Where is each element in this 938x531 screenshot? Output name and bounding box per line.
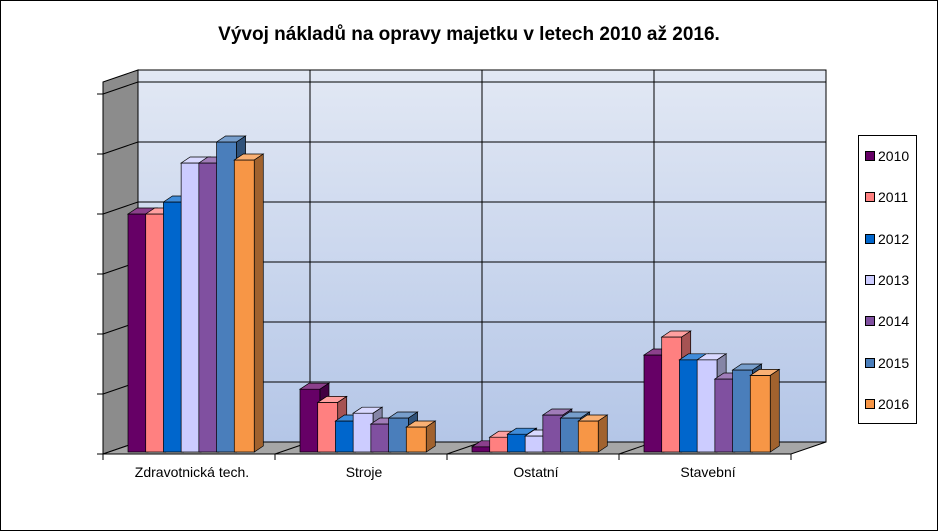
gridline-side [102, 141, 139, 155]
bar-face [299, 388, 321, 453]
bar-face [145, 213, 167, 453]
bar-face [233, 159, 255, 453]
legend-item-2011: 2011 [865, 188, 908, 206]
legend-swatch [865, 274, 875, 285]
bar-face [696, 359, 718, 453]
legend-item-2010: 2010 [865, 147, 909, 165]
gridline-side [102, 201, 139, 215]
category-label-stroje: Stroje [345, 464, 383, 480]
legend-label: 2016 [878, 395, 910, 412]
bar-face [679, 359, 700, 453]
category-label-zdravotnicka: Zdravotnická tech. [134, 464, 250, 480]
bar-face [507, 433, 528, 453]
legend-item-2016: 2016 [865, 395, 909, 413]
bar-face [388, 417, 409, 453]
bar-face [335, 420, 356, 453]
bar-face [198, 162, 220, 453]
bar-2016-1 [405, 420, 437, 453]
bar-face [577, 420, 599, 453]
bar-face [732, 369, 753, 453]
chart-title: Vývoj nákladů na opravy majetku v letech… [218, 24, 720, 45]
legend-swatch [865, 151, 875, 161]
gridline-side [102, 81, 139, 95]
legend-label: 2015 [878, 354, 910, 371]
bar-face [643, 354, 665, 453]
bar-2016-3 [749, 368, 781, 453]
bar-face [317, 402, 339, 453]
legend-swatch [865, 316, 875, 327]
bar-side [597, 414, 608, 453]
bar-face [163, 201, 184, 453]
bar-face [405, 426, 427, 453]
legend-label: 2011 [878, 189, 909, 206]
legend-label: 2010 [878, 148, 910, 164]
bar-face [127, 213, 149, 453]
legend-swatch [865, 357, 875, 368]
legend-item-2013: 2013 [865, 271, 909, 289]
bar-face [489, 436, 511, 453]
bar-face [542, 414, 564, 453]
bar-side [425, 420, 436, 453]
bar-face [471, 446, 493, 453]
bar-face [352, 412, 374, 453]
legend-swatch [865, 398, 875, 409]
legend-label: 2014 [878, 313, 910, 330]
bar-face [714, 378, 736, 453]
bar-face [216, 141, 237, 453]
legend-item-2015: 2015 [865, 354, 909, 372]
category-label-stavebni: Stavební [680, 464, 736, 480]
legend-label: 2012 [878, 230, 910, 247]
bar-side [769, 368, 780, 453]
category-label-ostatni: Ostatní [513, 464, 559, 480]
bar-face [370, 423, 392, 453]
bar-face [524, 435, 546, 453]
legend-item-2014: 2014 [865, 312, 909, 330]
legend-swatch [865, 233, 875, 244]
bar-face [661, 336, 683, 453]
bar-face [749, 375, 771, 453]
bar-face [560, 417, 581, 453]
bar-face [180, 162, 202, 453]
legend-label: 2013 [878, 271, 910, 288]
bar-2016-2 [577, 414, 609, 453]
legend: 2010 2011 2012 2013 2014 2015 2016 [858, 135, 917, 424]
bar-side [253, 153, 264, 453]
legend-swatch [865, 192, 875, 203]
bar-2016-0 [233, 153, 265, 453]
legend-item-2012: 2012 [865, 230, 909, 248]
